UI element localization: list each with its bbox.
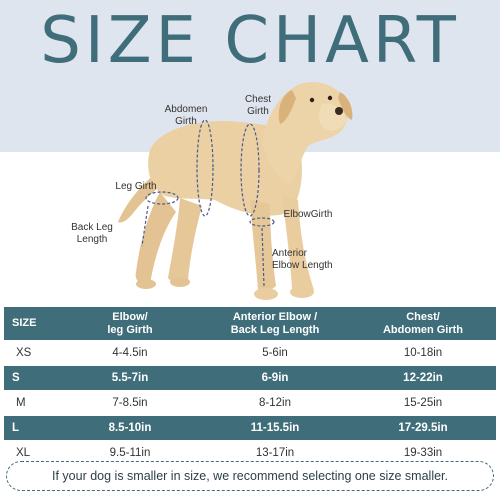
abdomen-girth-label-line1: Abdomen <box>164 104 208 115</box>
leg-girth-label: Leg Girth <box>115 181 157 192</box>
dog-illustration <box>118 81 353 300</box>
note-text: If your dog is smaller in size, we recom… <box>52 469 448 483</box>
table-row: S 5.5-7in 6-9in 12-22in <box>4 366 496 390</box>
size-cell: XS <box>16 346 32 359</box>
elbow-cell: 8.5-10in <box>108 421 152 434</box>
dog-illustration-area: Abdomen Girth Chest Girth Leg Girth Back… <box>0 60 500 305</box>
size-table: SIZE Elbow/ leg Girth Anterior Elbow / B… <box>4 307 496 466</box>
header-anterior-line2: Back Leg Length <box>230 323 320 336</box>
page-title: SIZE CHART <box>40 4 460 78</box>
back-leg-length-label-line2: Length <box>76 234 108 245</box>
chest-cell: 12-22in <box>403 371 443 384</box>
elbow-cell: 4-4.5in <box>112 346 148 359</box>
chest-girth-label: Chest Girth <box>234 94 282 118</box>
header-chest-line2: Abdomen Girth <box>382 323 464 336</box>
header-size: SIZE <box>12 317 37 329</box>
elbow-cell: 9.5-11in <box>109 446 151 459</box>
table-header-row: SIZE Elbow/ leg Girth Anterior Elbow / B… <box>4 307 496 340</box>
chest-cell: 10-18in <box>403 346 443 359</box>
anterior-cell: 11-15.5in <box>250 421 300 434</box>
size-cell: S <box>12 371 20 384</box>
header-chest: Chest/ Abdomen Girth <box>350 311 496 337</box>
header-anterior: Anterior Elbow / Back Leg Length <box>200 311 350 337</box>
header-chest-line1: Chest/ <box>406 310 440 323</box>
size-cell: XL <box>16 446 31 459</box>
table-row: L 8.5-10in 11-15.5in 17-29.5in <box>4 416 496 440</box>
size-recommendation-note: If your dog is smaller in size, we recom… <box>6 461 494 491</box>
table-row: M 7-8.5in 8-12in 15-25in <box>4 390 496 416</box>
size-cell: L <box>12 421 20 434</box>
anterior-elbow-length-label-line1: Anterior <box>272 248 308 259</box>
table-row: XS 4-4.5in 5-6in 10-18in <box>4 340 496 366</box>
chest-cell: 15-25in <box>403 396 443 409</box>
header-elbow-line1: Elbow/ <box>112 310 148 323</box>
back-leg-length-label: Back Leg Length <box>64 222 120 246</box>
chest-cell: 19-33in <box>403 446 443 459</box>
anterior-elbow-length-label: Anterior Elbow Length <box>272 248 348 272</box>
header-elbow: Elbow/ leg Girth <box>60 311 200 337</box>
back-leg-length-label-line1: Back Leg <box>71 222 113 233</box>
chest-girth-label-line2: Girth <box>247 106 269 117</box>
elbow-cell: 5.5-7in <box>111 371 149 384</box>
abdomen-girth-label: Abdomen Girth <box>156 104 216 128</box>
anterior-cell: 13-17in <box>255 446 295 459</box>
abdomen-girth-label-line2: Girth <box>175 116 197 127</box>
header-anterior-line1: Anterior Elbow / <box>232 310 318 323</box>
chest-girth-label-line1: Chest <box>244 94 272 105</box>
header-elbow-line2: leg Girth <box>107 323 153 336</box>
anterior-elbow-length-label-line2: Elbow Length <box>272 260 333 271</box>
anterior-cell: 8-12in <box>259 396 291 409</box>
chest-cell: 17-29.5in <box>398 421 448 434</box>
elbow-girth-label: ElbowGirth <box>283 209 333 220</box>
anterior-cell: 5-6in <box>262 346 288 359</box>
elbow-cell: 7-8.5in <box>112 396 148 409</box>
anterior-cell: 6-9in <box>261 371 289 384</box>
size-cell: M <box>16 396 26 409</box>
